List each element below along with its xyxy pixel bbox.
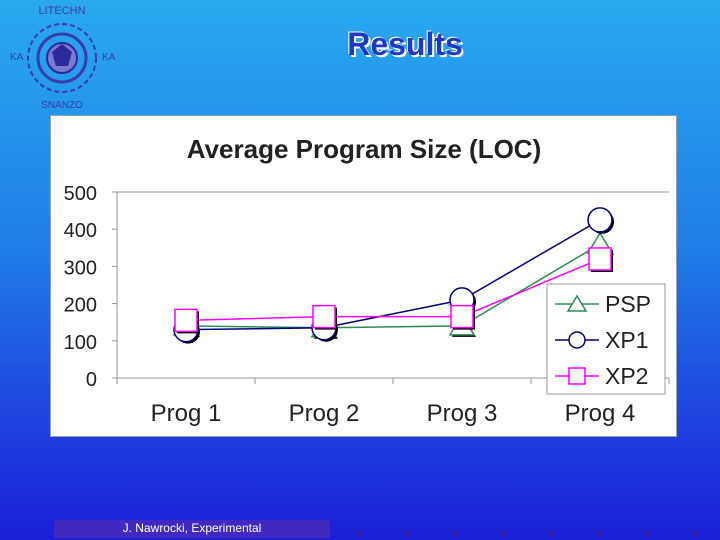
y-tick-label: 500 xyxy=(64,183,97,205)
legend-label-xp2: XP2 xyxy=(605,363,648,389)
legend-marker-psp xyxy=(566,294,588,312)
data-point-xp2 xyxy=(588,247,612,271)
series-layer xyxy=(172,207,614,344)
legend-marker-xp2 xyxy=(568,367,586,385)
svg-text:LITECHN: LITECHN xyxy=(38,5,85,17)
legend: PSP XP1 XP2 xyxy=(546,283,666,395)
y-tick-label: 300 xyxy=(64,257,97,279)
series-line-xp2 xyxy=(185,258,601,322)
x-tick-label: Prog 2 xyxy=(289,400,360,427)
nav-dots xyxy=(350,530,710,540)
data-point-xp2 xyxy=(450,304,474,329)
y-tick-label: 100 xyxy=(64,332,97,354)
data-point-xp2 xyxy=(312,304,336,329)
x-tick-label: Prog 3 xyxy=(427,400,498,427)
nav-dot xyxy=(356,530,362,536)
y-tick-label: 400 xyxy=(64,220,97,242)
footer-text: J. Nawrocki, Experimental xyxy=(122,521,262,535)
nav-dot xyxy=(596,530,602,536)
svg-text:SNANZO: SNANZO xyxy=(41,100,83,111)
line-chart: Average Program Size (LOC) 0 100 200 300 400… xyxy=(64,134,670,427)
legend-marker-xp1 xyxy=(568,331,586,349)
nav-dot xyxy=(404,530,410,536)
svg-text:KA: KA xyxy=(102,52,116,63)
series-line-xp1 xyxy=(185,219,601,331)
x-tick-label: Prog 1 xyxy=(151,400,222,427)
y-tick-label: 0 xyxy=(86,369,97,391)
nav-dot xyxy=(692,530,698,536)
nav-dot xyxy=(644,530,650,536)
x-tick-label: Prog 4 xyxy=(565,400,636,427)
data-point-xp1 xyxy=(587,207,613,233)
footer-bar xyxy=(54,520,330,538)
chart-panel: Average Program Size (LOC) 0 100 200 300 400… xyxy=(50,115,677,437)
nav-dot xyxy=(500,530,506,536)
slide-title: Results xyxy=(347,26,463,62)
svg-text:KA: KA xyxy=(10,52,24,63)
y-tick-label: 200 xyxy=(64,295,97,317)
nav-dot xyxy=(452,530,458,536)
legend-label-psp: PSP xyxy=(605,291,651,317)
chart-title: Average Program Size (LOC) xyxy=(187,134,541,164)
data-point-xp2 xyxy=(174,308,198,333)
nav-dot xyxy=(548,530,554,536)
legend-label-xp1: XP1 xyxy=(605,327,648,353)
axes: 0 100 200 300 400 500 Prog 1 Prog 2 Prog 3 Prog 4 xyxy=(64,183,670,427)
series-line-psp xyxy=(185,243,601,329)
university-logo: LITECHN KA KA SNANZO xyxy=(10,5,116,111)
